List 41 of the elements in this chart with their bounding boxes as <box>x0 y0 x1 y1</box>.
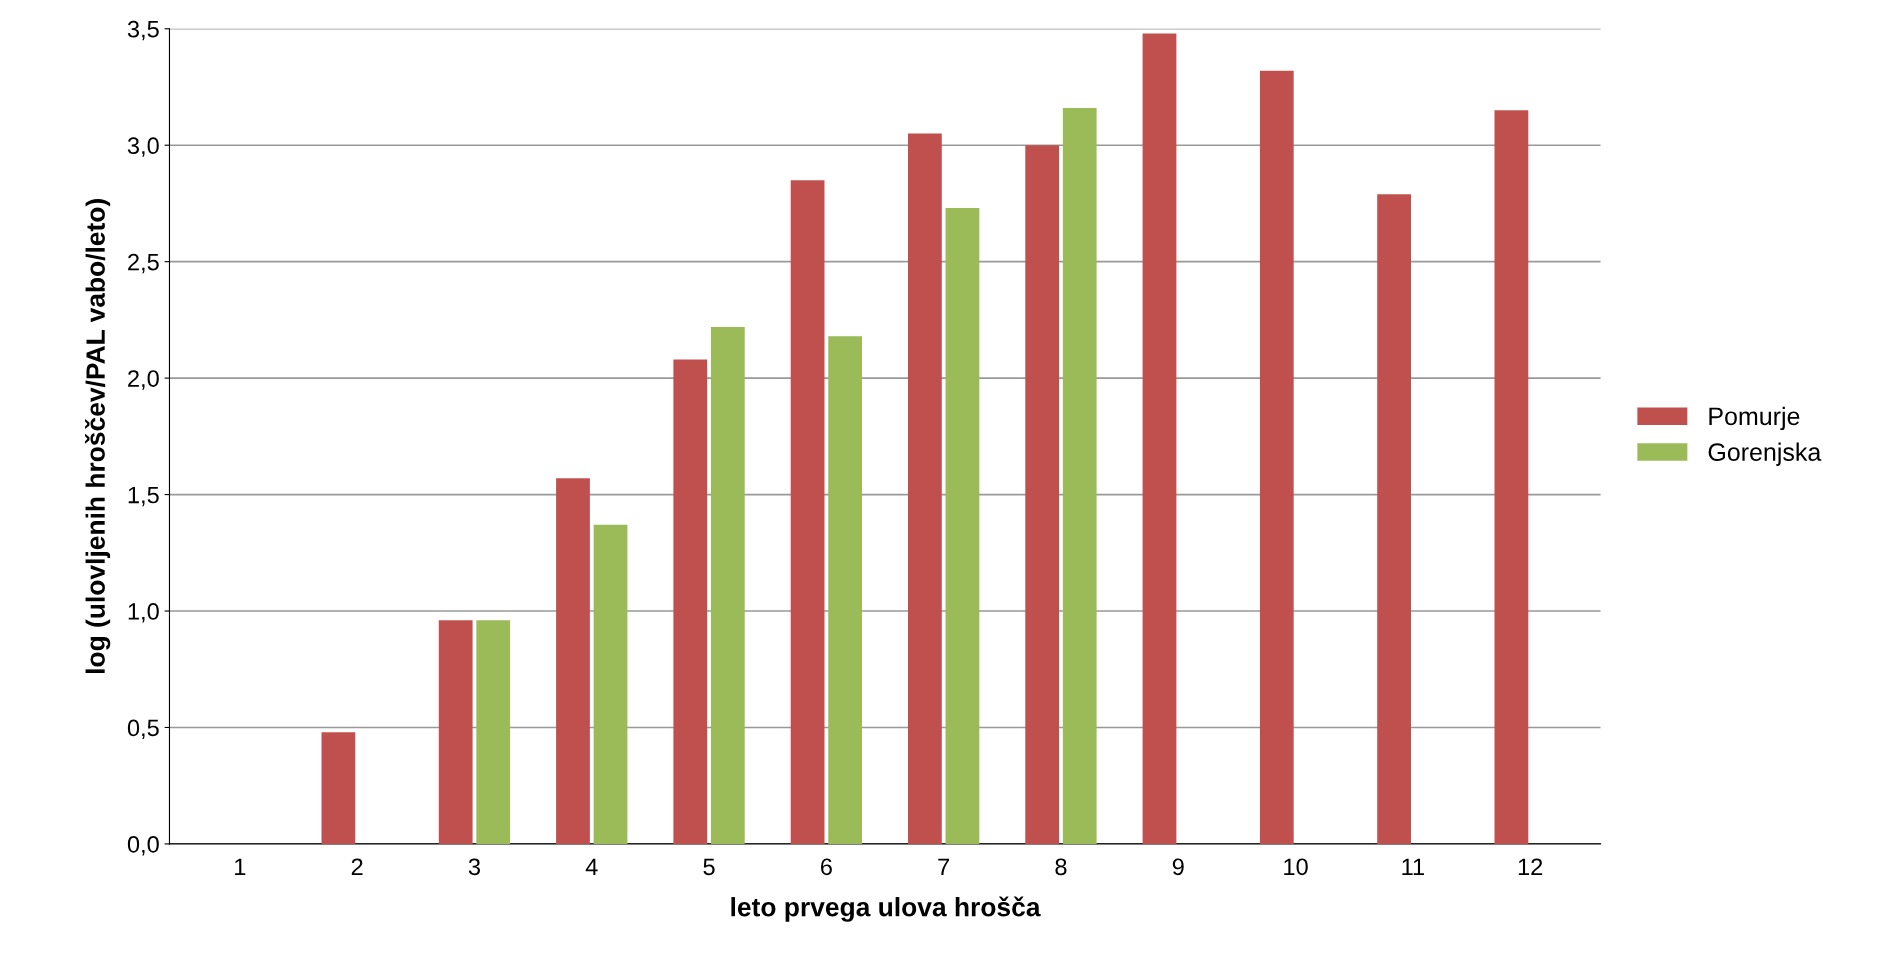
x-tick-label: 10 <box>1284 858 1308 876</box>
y-tick-label: 1,5 <box>128 486 159 507</box>
bar <box>1377 194 1411 844</box>
bar <box>556 478 590 844</box>
y-tick-label: 2,0 <box>128 370 159 390</box>
bar <box>1062 107 1097 844</box>
y-tick-label: 0,5 <box>127 719 159 740</box>
bar <box>828 336 863 844</box>
y-tick-label: 3,0 <box>127 137 159 157</box>
y-axis-title: log (ulovljenih hroščev/PAL vabo/leto) <box>84 199 111 674</box>
bar <box>321 732 356 844</box>
bar <box>1259 70 1294 844</box>
bar <box>1494 110 1529 844</box>
bar <box>476 620 511 844</box>
legend-label: Pomurje <box>1709 406 1800 431</box>
x-axis-title: leto prvega ulova hrošča <box>731 896 1041 922</box>
y-tick-label: 2,5 <box>128 253 159 274</box>
y-tick-label: 0,0 <box>127 835 159 856</box>
bar <box>1025 145 1060 844</box>
bar <box>710 326 745 844</box>
y-tick-label: 3,5 <box>127 20 159 41</box>
legend-label: Gorenjska <box>1708 442 1822 466</box>
x-tick-label: 4 <box>585 858 598 875</box>
x-tick-label: 3 <box>468 858 480 876</box>
bar <box>1142 33 1177 844</box>
y-tick-label: 1,0 <box>128 603 159 623</box>
x-tick-label: 5 <box>703 858 715 876</box>
x-tick-label: 8 <box>1055 858 1067 876</box>
bar <box>593 524 628 844</box>
x-tick-label: 7 <box>938 858 950 875</box>
x-tick-label: 12 <box>1518 858 1543 875</box>
x-tick-label: 2 <box>351 858 363 875</box>
bar <box>790 180 825 844</box>
bar <box>908 133 942 844</box>
x-tick-label: 1 <box>235 858 246 875</box>
bar <box>673 359 708 844</box>
x-tick-label: 11 <box>1402 858 1424 875</box>
bar <box>945 208 980 844</box>
bar <box>438 620 473 844</box>
x-tick-label: 6 <box>820 858 832 876</box>
x-tick-label: 9 <box>1172 858 1184 876</box>
